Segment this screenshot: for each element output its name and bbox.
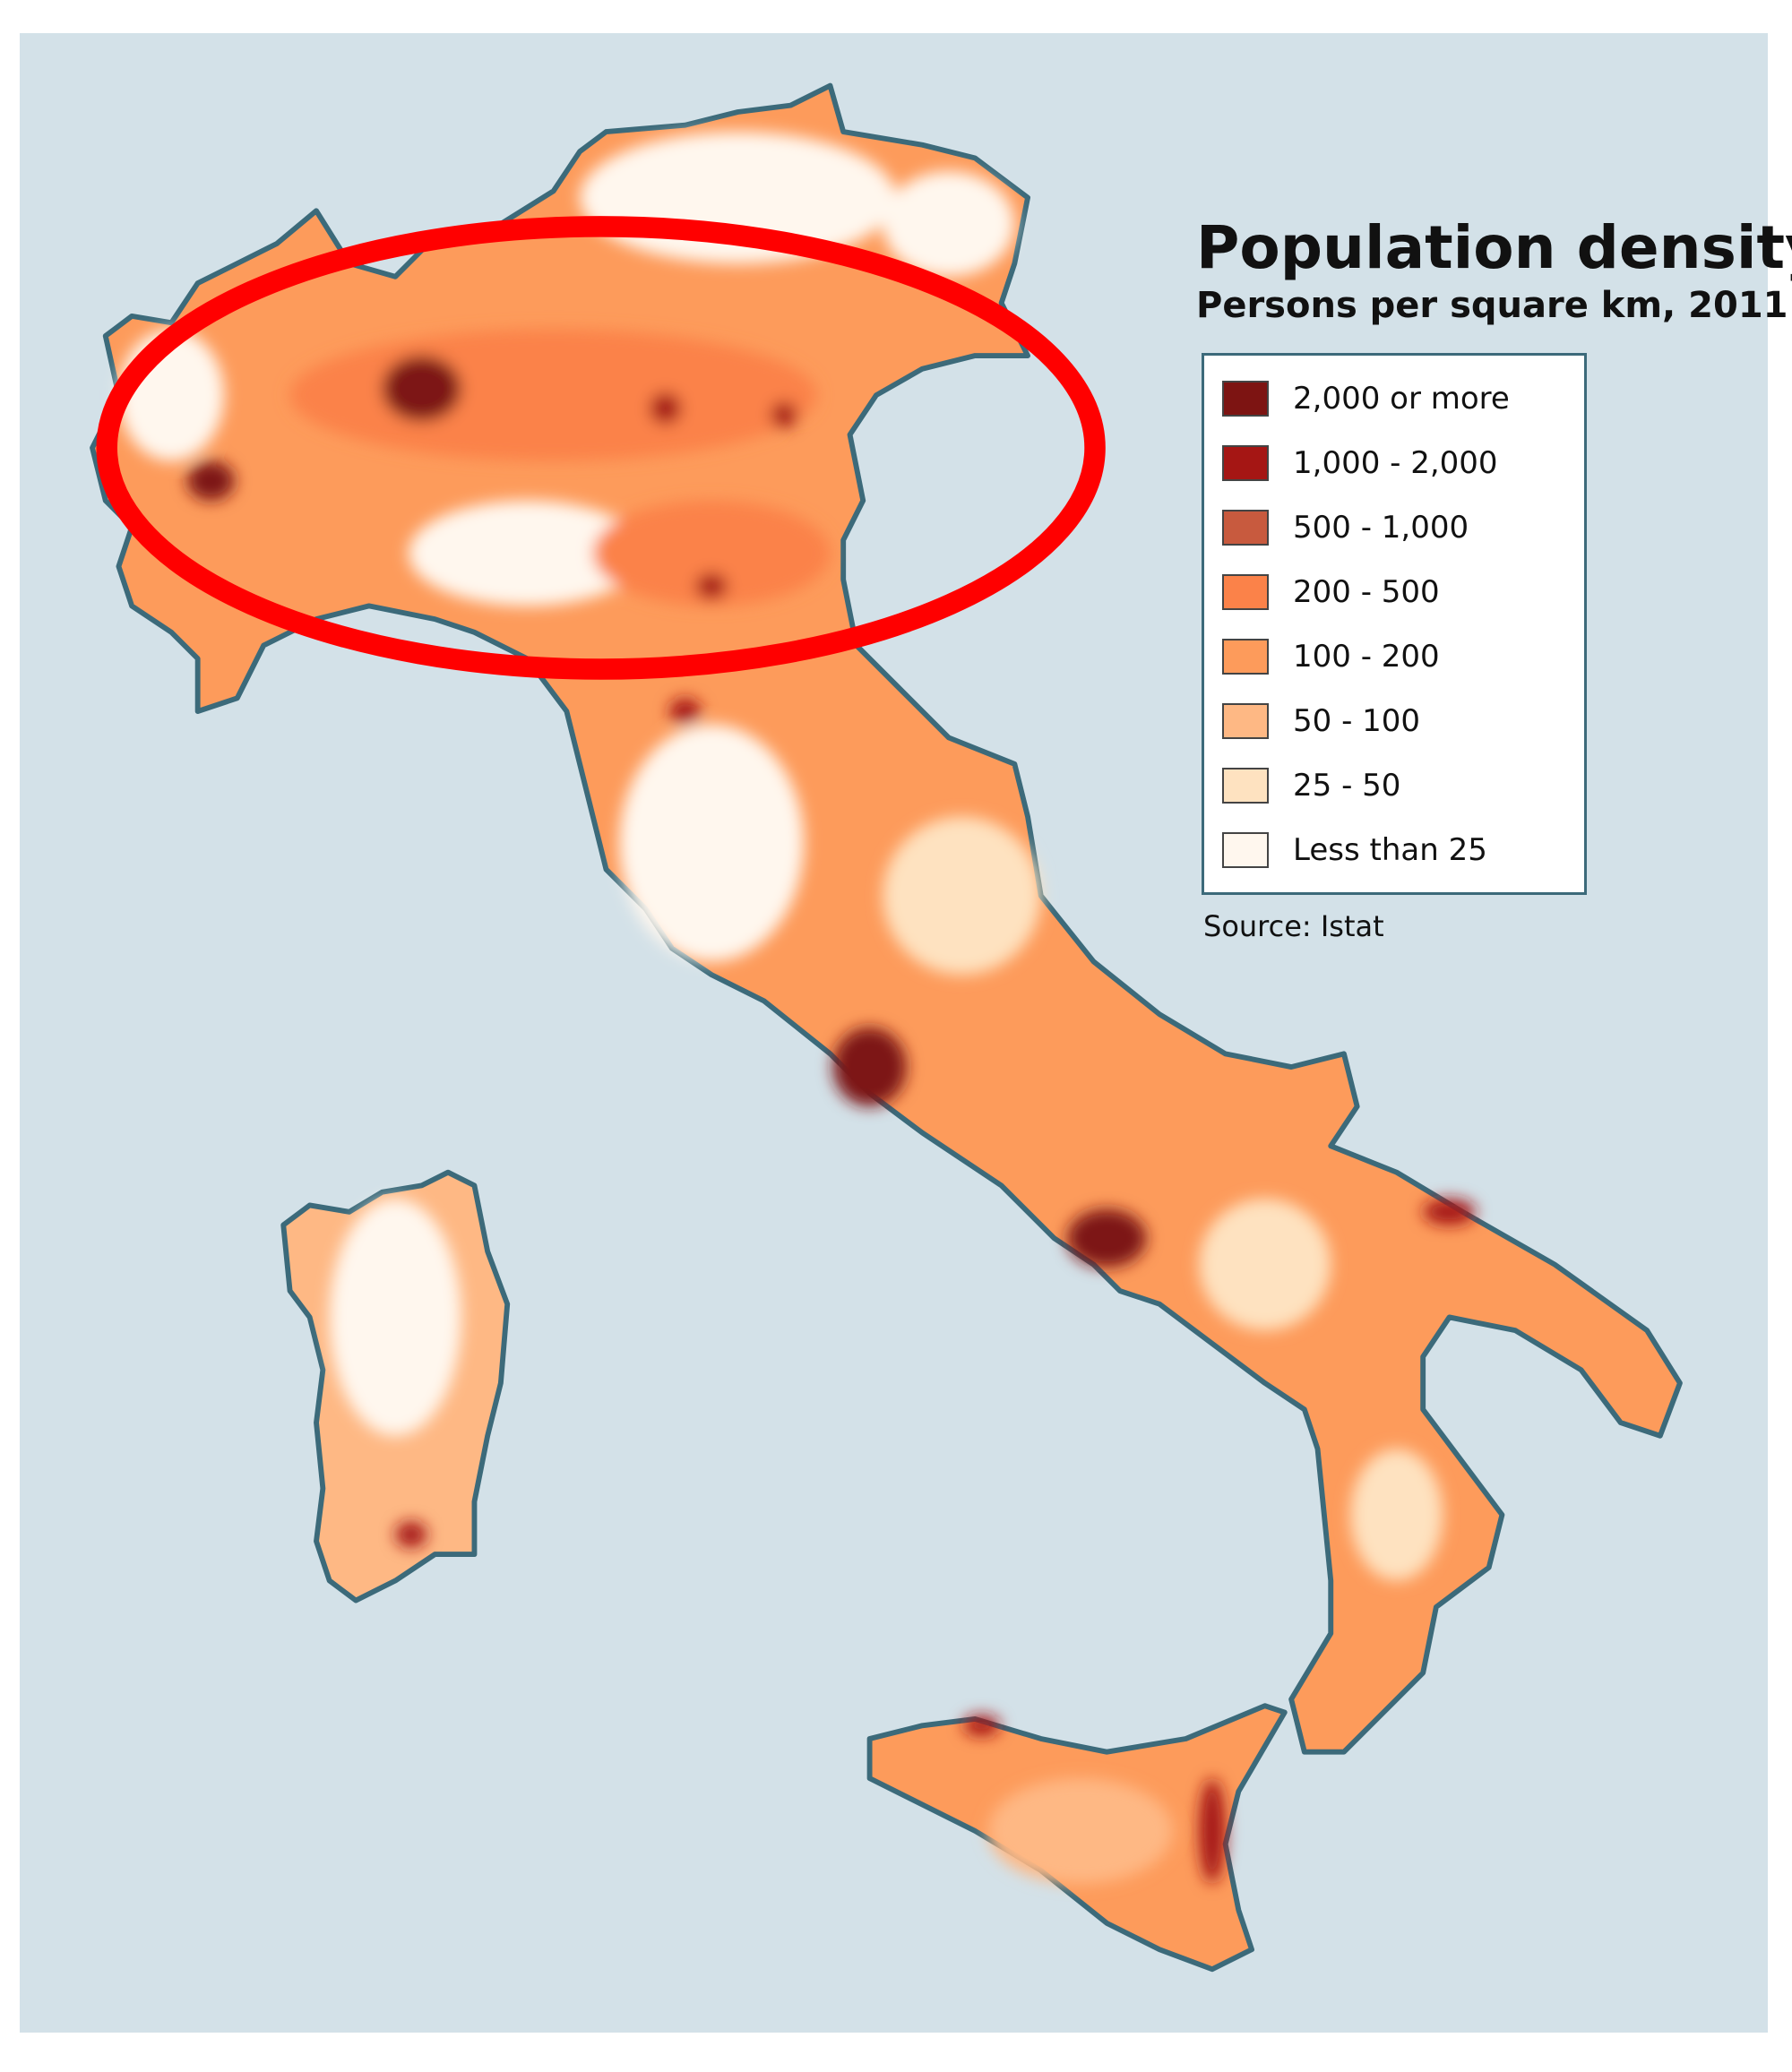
legend-label: 50 - 100 <box>1293 703 1421 739</box>
legend-swatch <box>1222 381 1269 417</box>
legend-swatch <box>1222 768 1269 804</box>
legend-swatch <box>1222 639 1269 675</box>
legend-label: 100 - 200 <box>1293 639 1440 675</box>
legend-item: 2,000 or more <box>1222 374 1510 424</box>
legend-item: 50 - 100 <box>1222 696 1420 746</box>
legend-label: 500 - 1,000 <box>1293 510 1469 546</box>
legend-swatch <box>1222 510 1269 546</box>
legend-label: 2,000 or more <box>1293 381 1510 417</box>
highlight-ellipse <box>96 216 1106 680</box>
legend-item: 200 - 500 <box>1222 567 1440 617</box>
legend-label: 200 - 500 <box>1293 574 1440 610</box>
legend-item: 1,000 - 2,000 <box>1222 438 1498 488</box>
legend: 2,000 or more 1,000 - 2,000 500 - 1,000 … <box>1202 353 1587 895</box>
legend-label: 1,000 - 2,000 <box>1293 445 1498 481</box>
legend-item: 25 - 50 <box>1222 761 1400 811</box>
legend-label: 25 - 50 <box>1293 768 1401 804</box>
legend-swatch <box>1222 703 1269 739</box>
legend-swatch <box>1222 445 1269 481</box>
legend-swatch <box>1222 832 1269 868</box>
legend-item: 500 - 1,000 <box>1222 503 1469 553</box>
source-note: Source: Istat <box>1203 909 1384 943</box>
legend-label: Less than 25 <box>1293 832 1487 868</box>
legend-swatch <box>1222 574 1269 610</box>
map-title: Population density <box>1196 213 1792 282</box>
mainland-italy <box>90 82 1683 1755</box>
legend-item: Less than 25 <box>1222 825 1487 875</box>
map-subtitle: Persons per square km, 2011 <box>1196 285 1788 326</box>
legend-item: 100 - 200 <box>1222 632 1440 682</box>
